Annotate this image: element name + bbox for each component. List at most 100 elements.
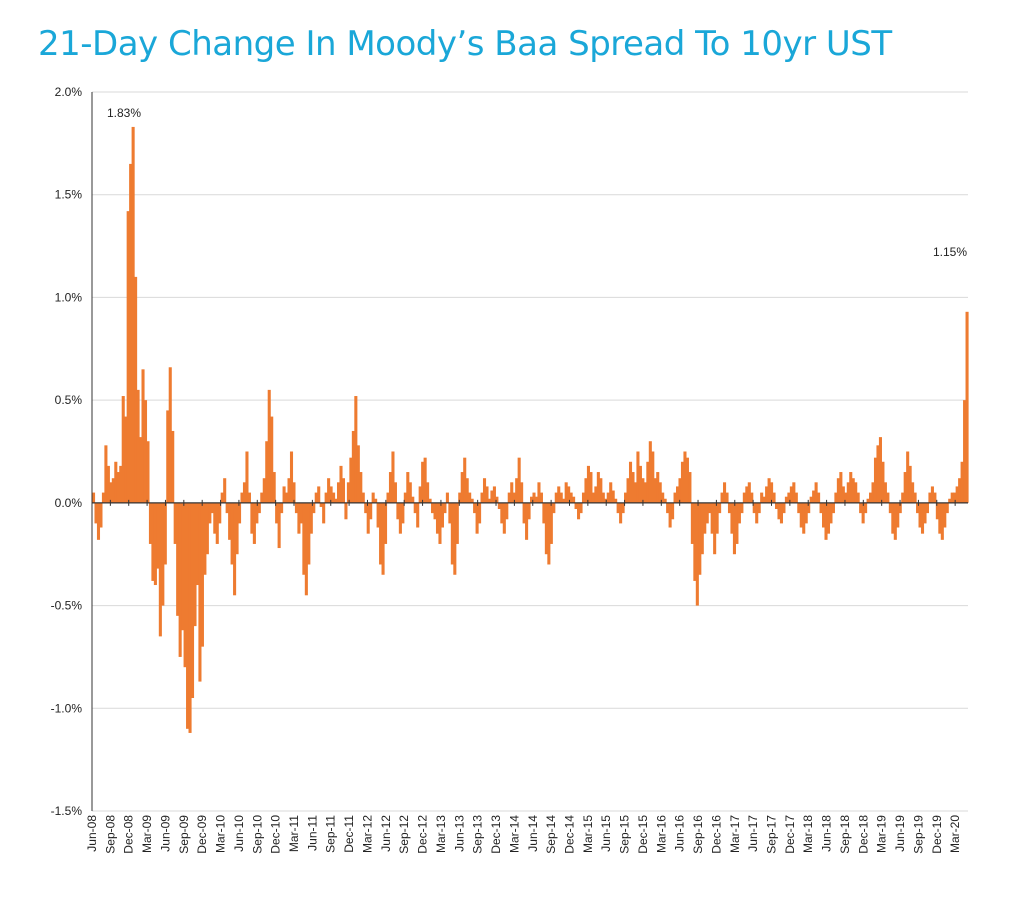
bar xyxy=(782,502,786,514)
bar xyxy=(891,502,895,534)
bar xyxy=(824,502,828,540)
bar xyxy=(893,502,897,540)
bar xyxy=(492,486,496,503)
bar xyxy=(646,461,650,503)
bar xyxy=(470,498,474,503)
bar xyxy=(134,276,138,503)
x-tick-label: Mar-15 xyxy=(581,815,595,853)
bar xyxy=(111,478,115,503)
bar xyxy=(421,461,425,503)
bar xyxy=(354,396,358,503)
bar xyxy=(911,482,915,503)
x-tick-label: Dec-18 xyxy=(856,815,870,854)
bar xyxy=(143,400,148,503)
bar xyxy=(225,502,229,514)
bar xyxy=(859,502,863,514)
bar xyxy=(636,451,640,503)
bar xyxy=(228,502,232,540)
x-tick-label: Jun-14 xyxy=(526,815,540,852)
bar xyxy=(203,502,207,575)
bar xyxy=(799,502,803,528)
x-tick-label: Sep-09 xyxy=(177,815,191,854)
bar xyxy=(846,482,850,503)
bar xyxy=(141,369,145,503)
bar xyxy=(567,486,571,503)
x-tick-label: Jun-17 xyxy=(746,815,760,852)
bar xyxy=(114,461,118,503)
bar xyxy=(307,502,311,565)
bar xyxy=(327,478,331,503)
bar xyxy=(690,502,694,544)
bar xyxy=(628,461,633,503)
bar xyxy=(289,451,294,503)
bar xyxy=(631,472,635,503)
bar xyxy=(220,492,224,503)
bar xyxy=(148,502,152,544)
y-tick-label: 1.0% xyxy=(55,290,83,304)
bar xyxy=(878,437,882,503)
bar xyxy=(881,461,885,503)
annotation-label: 1.83% xyxy=(107,106,141,120)
bar xyxy=(606,492,610,503)
bar xyxy=(898,502,902,514)
bar xyxy=(656,472,660,503)
bar xyxy=(292,482,296,503)
bar xyxy=(156,502,160,569)
bar xyxy=(767,478,771,503)
bar xyxy=(638,465,642,503)
bar xyxy=(869,492,873,503)
x-tick-label: Jun-15 xyxy=(599,815,613,852)
x-tick-label: Sep-13 xyxy=(471,815,485,854)
bar xyxy=(468,492,472,503)
bar xyxy=(371,492,375,503)
bar xyxy=(755,502,759,524)
gridlines xyxy=(92,91,968,812)
bar xyxy=(151,502,155,581)
x-tick-label: Mar-18 xyxy=(801,815,815,853)
annotations: 1.83% 1.15% xyxy=(107,106,967,259)
y-tick-label: 1.5% xyxy=(55,188,83,202)
bar xyxy=(792,482,796,503)
bar xyxy=(938,502,942,534)
bar xyxy=(579,502,583,514)
bar xyxy=(92,492,96,503)
bar xyxy=(413,502,417,514)
x-tick-label: Jun-10 xyxy=(232,815,246,852)
bar xyxy=(742,492,746,503)
bar xyxy=(346,482,350,503)
bar xyxy=(458,492,462,503)
bar xyxy=(804,502,808,524)
bar xyxy=(309,502,313,534)
bar xyxy=(958,478,962,503)
bar xyxy=(332,492,336,503)
bar xyxy=(312,502,316,514)
x-tick-label: Jun-16 xyxy=(673,815,687,852)
bar xyxy=(376,502,380,528)
bar xyxy=(913,492,917,503)
bar xyxy=(257,502,261,514)
x-tick-label: Jun-11 xyxy=(305,815,319,851)
bar xyxy=(864,502,868,514)
bar xyxy=(809,496,813,503)
bar xyxy=(700,502,704,555)
bar xyxy=(564,482,568,503)
bar xyxy=(319,502,323,507)
bar xyxy=(252,502,256,544)
bar xyxy=(485,486,489,503)
x-tick-label: Jun-19 xyxy=(893,815,907,852)
bar xyxy=(267,389,271,503)
bar xyxy=(896,502,900,528)
bar xyxy=(96,502,101,540)
x-tick-label: Dec-11 xyxy=(342,815,356,853)
bar xyxy=(233,502,237,596)
bar xyxy=(275,502,279,524)
bar xyxy=(210,502,214,514)
bar xyxy=(101,492,105,503)
bar xyxy=(213,502,217,534)
bar xyxy=(161,502,165,606)
bar xyxy=(779,502,784,524)
bar xyxy=(542,502,546,524)
bar xyxy=(379,502,383,565)
bar xyxy=(918,502,922,528)
